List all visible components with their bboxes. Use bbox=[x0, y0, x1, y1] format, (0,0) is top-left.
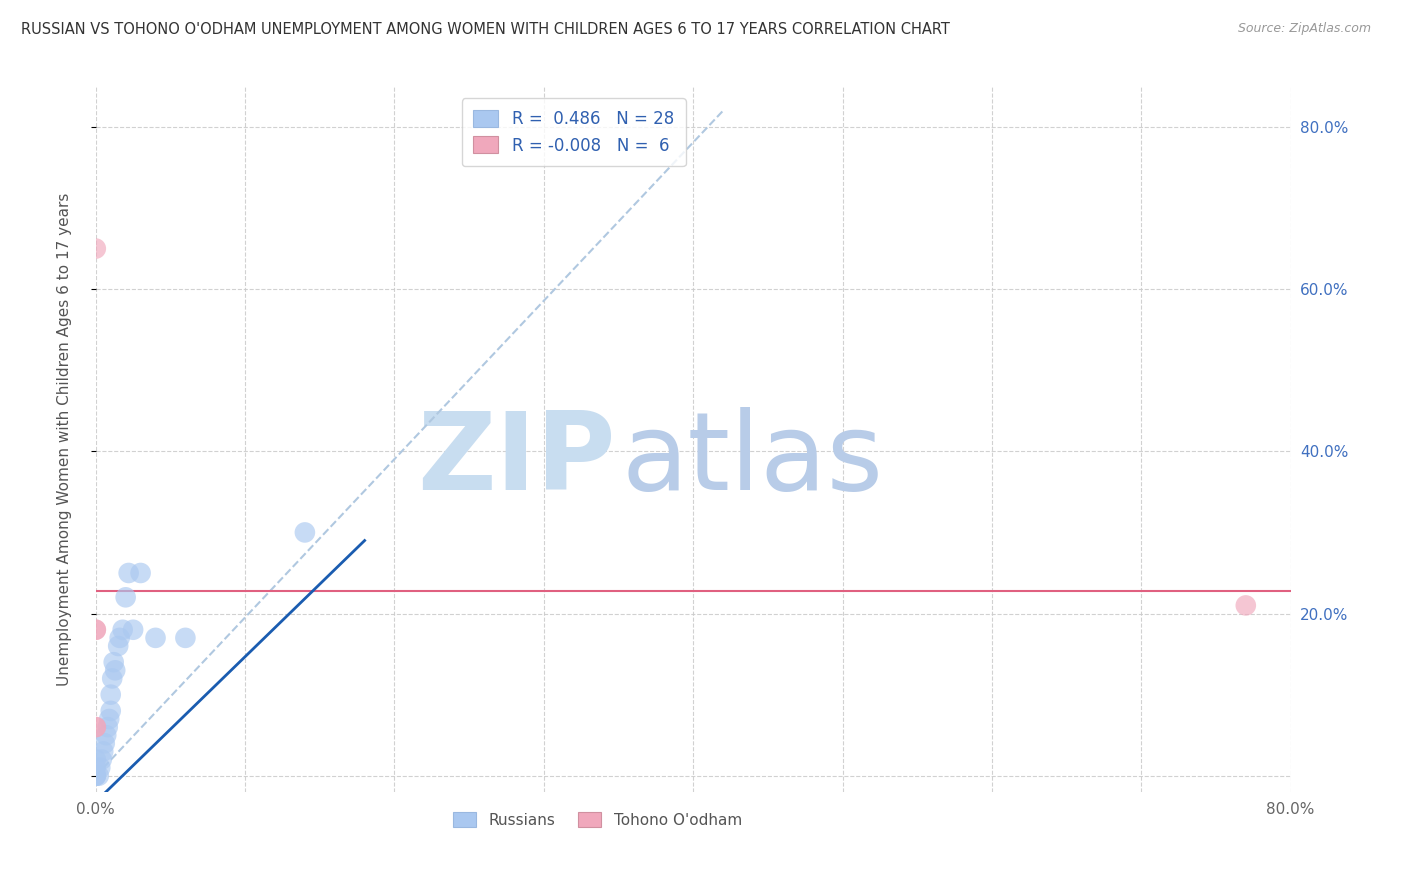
Point bbox=[1234, 599, 1257, 613]
Text: atlas: atlas bbox=[621, 408, 883, 513]
Point bbox=[91, 744, 114, 758]
Point bbox=[84, 720, 107, 734]
Text: RUSSIAN VS TOHONO O'ODHAM UNEMPLOYMENT AMONG WOMEN WITH CHILDREN AGES 6 TO 17 YE: RUSSIAN VS TOHONO O'ODHAM UNEMPLOYMENT A… bbox=[21, 22, 950, 37]
Point bbox=[84, 623, 107, 637]
Point bbox=[84, 769, 107, 783]
Point bbox=[84, 623, 107, 637]
Point bbox=[107, 639, 129, 653]
Point bbox=[90, 752, 112, 766]
Point bbox=[89, 761, 111, 775]
Point bbox=[98, 712, 121, 726]
Point bbox=[84, 752, 107, 766]
Legend: Russians, Tohono O'odham: Russians, Tohono O'odham bbox=[447, 805, 748, 834]
Point bbox=[129, 566, 152, 580]
Point bbox=[94, 736, 117, 750]
Point bbox=[145, 631, 167, 645]
Point bbox=[100, 704, 122, 718]
Point bbox=[174, 631, 197, 645]
Point bbox=[101, 672, 124, 686]
Point bbox=[84, 242, 107, 256]
Point bbox=[103, 655, 125, 669]
Point bbox=[84, 769, 107, 783]
Point bbox=[87, 769, 110, 783]
Point bbox=[122, 623, 145, 637]
Point bbox=[104, 663, 127, 677]
Point bbox=[108, 631, 131, 645]
Point bbox=[97, 720, 120, 734]
Point bbox=[294, 525, 316, 540]
Point bbox=[100, 688, 122, 702]
Text: ZIP: ZIP bbox=[418, 408, 616, 513]
Point bbox=[84, 720, 107, 734]
Point bbox=[111, 623, 134, 637]
Point bbox=[84, 761, 107, 775]
Point bbox=[96, 728, 118, 742]
Point bbox=[84, 769, 107, 783]
Point bbox=[117, 566, 139, 580]
Y-axis label: Unemployment Among Women with Children Ages 6 to 17 years: Unemployment Among Women with Children A… bbox=[58, 193, 72, 686]
Text: Source: ZipAtlas.com: Source: ZipAtlas.com bbox=[1237, 22, 1371, 36]
Point bbox=[114, 591, 136, 605]
